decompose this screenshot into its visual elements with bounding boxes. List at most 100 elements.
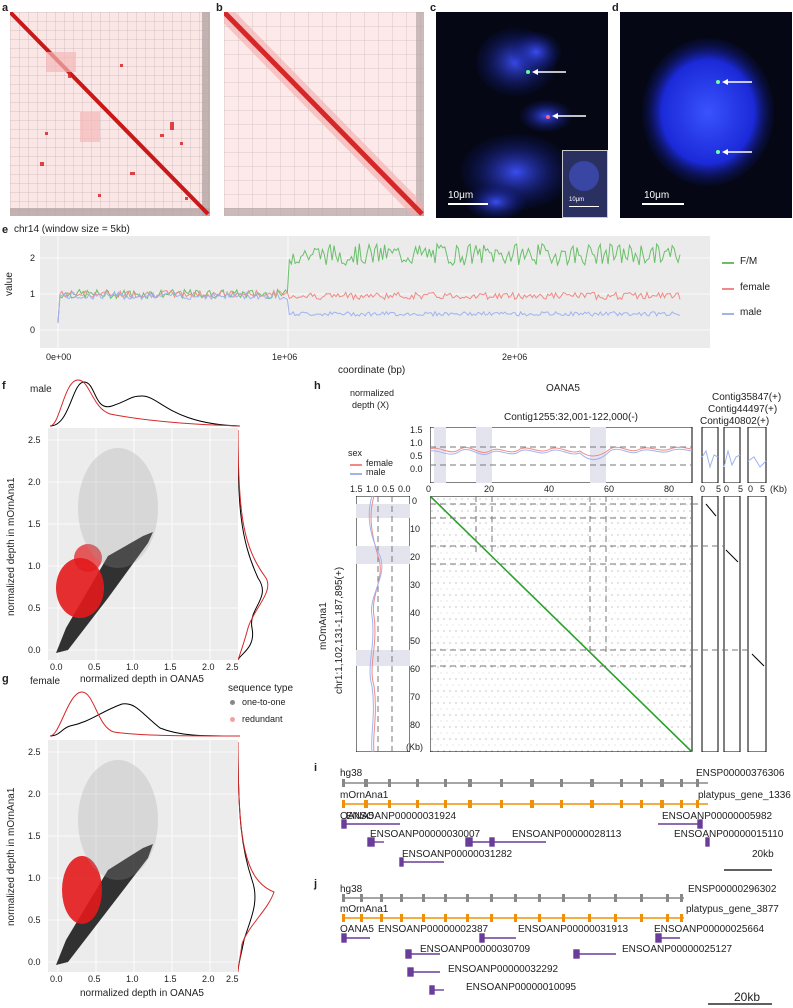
fish-inset-scalebar — [569, 206, 599, 207]
f-ylabel: normalized depth in mOrnAna1 — [6, 477, 17, 616]
hic-map-b — [224, 12, 424, 216]
g-ytick-5: 2.5 — [28, 747, 41, 757]
h-contig-main: Contig1255:32,001-122,000(-) — [504, 412, 638, 423]
h-ytick-2: 20 — [410, 552, 421, 562]
h-small-xtick-5: 5 — [760, 484, 766, 494]
fish-image-c: 10μm 10μm — [436, 12, 608, 218]
f-legend-redundant-dot — [230, 717, 235, 722]
fish-scale-d: 10μm — [644, 190, 670, 201]
e-legend-female-swatch — [722, 288, 734, 290]
j-gene-tracks — [341, 894, 772, 1005]
h-ytick-5: 50 — [410, 636, 421, 646]
h-legend-female: female — [366, 458, 394, 468]
j-row-oana5: OANA5 — [340, 924, 374, 935]
g-ytick-3: 1.5 — [28, 831, 41, 841]
panel-letter-j: j — [314, 878, 318, 890]
h-legend-female-swatch — [350, 464, 362, 466]
e-legend-female: female — [740, 282, 771, 293]
f-density-top — [50, 379, 240, 427]
fish-inset-nucleus — [569, 161, 599, 191]
h-ytick-8: 80 — [410, 720, 421, 730]
f-xlabel: normalized depth in OANA5 — [80, 674, 204, 685]
h-ytick-3: 30 — [410, 580, 421, 590]
g-xtick-5: 2.5 — [226, 974, 239, 984]
e-plot-area — [40, 236, 710, 348]
g-ytick-0: 0.0 — [28, 957, 41, 967]
h-top-xtick-0: 0 — [426, 484, 432, 494]
g-ytick-2: 1.0 — [28, 873, 41, 883]
fish-scale-c: 10μm — [448, 190, 474, 201]
j-gene-g6: ENSOANP00000032292 — [448, 964, 559, 975]
g-xtick-3: 1.5 — [164, 974, 177, 984]
e-legend-male: male — [740, 307, 762, 318]
f-ytick-2: 1.0 — [28, 561, 41, 571]
g-sex-label: female — [30, 676, 61, 687]
panel-letter-d: d — [612, 2, 619, 14]
j-gene-g4: ENSOANP00000030709 — [420, 944, 531, 955]
f-ytick-3: 1.5 — [28, 519, 41, 529]
h-small-xtick-0: 0 — [700, 484, 706, 494]
f-scatter-area — [48, 428, 238, 660]
h-ytick-4: 40 — [410, 608, 421, 618]
panel-letter-b: b — [216, 2, 223, 14]
f-ytick-4: 2.0 — [28, 477, 41, 487]
i-gene-hg: ENSP00000376306 — [696, 768, 785, 779]
f-sex-label: male — [30, 384, 52, 395]
f-legend-one-to-one-dot — [230, 700, 235, 705]
e-xlabel: coordinate (bp) — [338, 365, 406, 376]
g-xtick-4: 2.0 — [202, 974, 215, 984]
panel-letter-h: h — [314, 380, 321, 392]
panel-letter-g: g — [2, 673, 9, 685]
panel-letter-a: a — [2, 2, 9, 14]
j-gene-mo: platypus_gene_3877 — [686, 904, 779, 915]
g-ytick-4: 2.0 — [28, 789, 41, 799]
i-gene-g6: ENSOANP00000031282 — [402, 849, 513, 860]
panel-letter-i: i — [314, 762, 318, 774]
f-ytick-1: 0.5 — [28, 603, 41, 613]
fish-inset-scale: 10μm — [569, 197, 585, 203]
f-xtick-1: 0.5 — [88, 662, 101, 672]
f-xtick-5: 2.5 — [226, 662, 239, 672]
h-kb-top: (Kb) — [770, 484, 788, 494]
g-xtick-0: 0.0 — [50, 974, 63, 984]
j-row-mornana1: mOrnAna1 — [340, 904, 389, 915]
e-legend-fm: F/M — [740, 256, 758, 267]
h-top-ytick-0: 1.5 — [410, 425, 423, 435]
g-scatter-area — [48, 740, 238, 972]
h-small-xtick-1: 5 — [716, 484, 722, 494]
panel-letter-e: e — [2, 224, 9, 236]
panel-letter-f: f — [2, 380, 6, 392]
g-xtick-1: 0.5 — [88, 974, 101, 984]
i-gene-g5: ENSOANP00000015110 — [674, 829, 784, 840]
h-top-xtick-3: 60 — [604, 484, 615, 494]
g-density-right — [238, 741, 275, 972]
h-depth-label-1: normalized — [350, 388, 395, 398]
h-contig-small-1: Contig44497(+) — [708, 404, 778, 415]
h-top-depth-track — [430, 427, 767, 483]
f-legend-redundant: redundant — [242, 714, 283, 724]
h-ylabel-2: chr1:1,102,131-1,187,895(+) — [334, 566, 345, 694]
j-gene-g7: ENSOANP00000010095 — [466, 982, 577, 993]
g-xtick-2: 1.0 — [126, 974, 139, 984]
fish-inset-c: 10μm — [562, 150, 608, 218]
fish-image-d: 10μm — [620, 12, 792, 218]
e-xtick-1: 1e+06 — [272, 352, 298, 362]
f-scatter-cloud — [48, 428, 238, 660]
h-kb-left: (Kb) — [406, 742, 424, 752]
f-xtick-2: 1.0 — [126, 662, 139, 672]
i-gene-tracks — [341, 779, 772, 871]
h-contig-small-2: Contig40802(+) — [700, 416, 770, 427]
h-ytick-7: 70 — [410, 692, 421, 702]
i-scale: 20kb — [752, 849, 774, 860]
e-ytick-0: 0 — [30, 325, 36, 335]
j-row-hg38: hg38 — [340, 884, 363, 895]
h-contig-small-0: Contig35847(+) — [712, 392, 782, 403]
h-top-ytick-1: 1.0 — [410, 438, 423, 448]
hic-map-a — [10, 12, 210, 216]
e-ytick-2: 2 — [30, 253, 36, 263]
g-scatter-cloud — [48, 740, 238, 972]
e-xtick-2: 2e+06 — [502, 352, 528, 362]
j-gene-hg: ENSP00000296302 — [688, 884, 777, 895]
e-legend-male-swatch — [722, 313, 734, 315]
j-gene-g2: ENSOANP00000031913 — [518, 924, 629, 935]
